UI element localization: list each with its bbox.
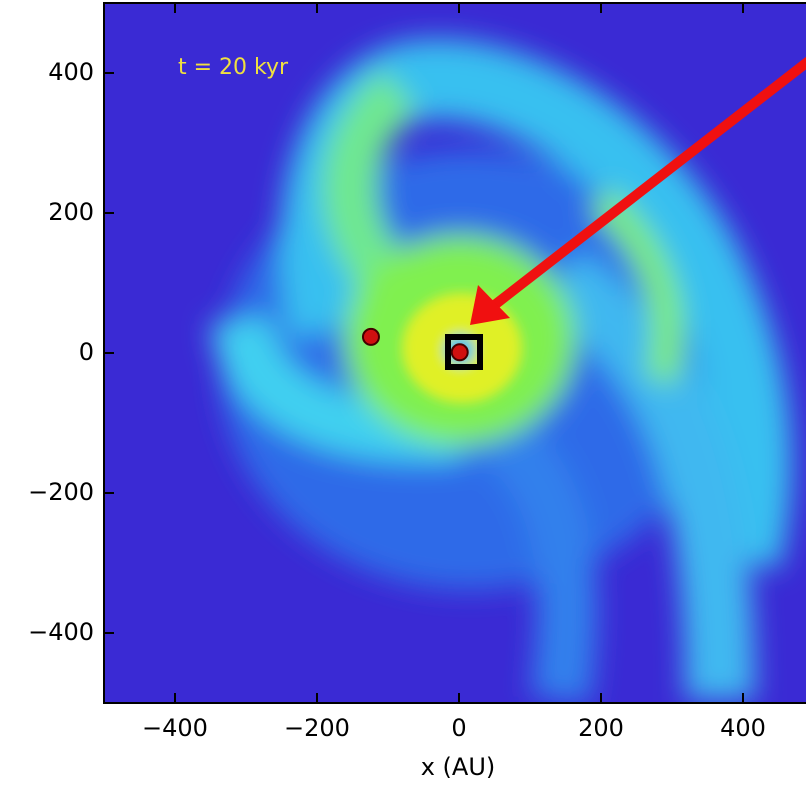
x-tick-label: 200 [578, 714, 624, 742]
zoom-box [445, 334, 483, 370]
sink-particle [361, 327, 380, 346]
y-tick-label: −400 [28, 618, 94, 646]
y-tick-label: 0 [79, 338, 94, 366]
x-axis-label: x (AU) [421, 753, 496, 781]
arrow [488, 56, 806, 311]
x-tick-label: −400 [142, 714, 208, 742]
x-tick-label: −200 [284, 714, 350, 742]
annotation: t = 20 kyr [178, 55, 289, 80]
y-tick-label: 200 [48, 198, 94, 226]
y-tick-label: −200 [28, 478, 94, 506]
sink-particle [450, 343, 469, 362]
arrow-head [470, 285, 510, 325]
x-tick-label: 400 [720, 714, 766, 742]
x-tick-label: 0 [451, 714, 466, 742]
y-tick-label: 400 [48, 58, 94, 86]
